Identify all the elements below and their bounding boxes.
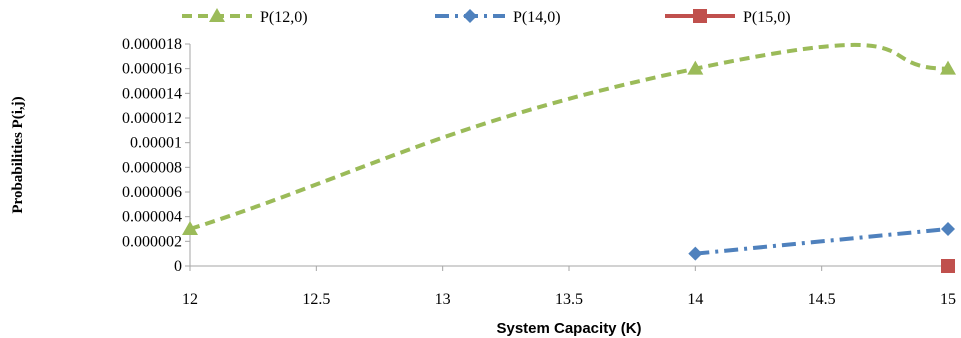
legend-label: P(12,0) xyxy=(260,9,308,26)
axes xyxy=(189,44,948,267)
legend-marker xyxy=(209,8,225,22)
legend-label: P(15,0) xyxy=(743,9,791,26)
legend-item: P(15,0) xyxy=(665,9,791,26)
legend-marker xyxy=(463,9,477,23)
data-point xyxy=(182,221,198,235)
x-tick-label: 13.5 xyxy=(555,291,583,308)
plot-area xyxy=(182,42,956,273)
y-tick-label: 0.000006 xyxy=(122,184,182,201)
series-p140 xyxy=(688,222,955,261)
legend-item: P(14,0) xyxy=(435,9,561,26)
x-tick-labels: 12 12.5 13 13.5 14 14.5 15 xyxy=(182,266,956,308)
y-tick-label: 0.000014 xyxy=(122,85,182,102)
data-point xyxy=(940,60,956,75)
x-tick-label: 15 xyxy=(940,291,956,308)
y-tick-labels: 0 0.000002 0.000004 0.000006 0.000008 0.00001… xyxy=(122,36,190,275)
y-tick-label: 0.00001 xyxy=(130,135,182,152)
series-line xyxy=(695,227,949,256)
data-point xyxy=(687,60,704,75)
legend: P(12,0) P(14,0) P(15,0) xyxy=(182,8,791,26)
y-tick-label: 0.000016 xyxy=(122,61,182,78)
legend-marker xyxy=(693,9,707,23)
y-axis-label: Probabilities P(i,j) xyxy=(10,96,26,213)
series-line xyxy=(189,42,949,231)
y-tick-label: 0.000012 xyxy=(122,110,182,127)
x-tick-label: 14.5 xyxy=(808,291,836,308)
x-tick-label: 12 xyxy=(182,291,198,308)
series-p120 xyxy=(182,42,956,235)
legend-item: P(12,0) xyxy=(182,8,308,26)
x-tick-label: 13 xyxy=(435,291,451,308)
y-tick-label: 0.000008 xyxy=(122,159,182,176)
x-axis-label: System Capacity (K) xyxy=(496,320,641,337)
y-tick-label: 0 xyxy=(174,258,182,275)
y-tick-label: 0.000018 xyxy=(122,36,182,53)
x-tick-label: 12.5 xyxy=(302,291,330,308)
data-point xyxy=(688,246,703,261)
data-point xyxy=(941,259,955,273)
series-p150 xyxy=(941,259,955,273)
y-tick-label: 0.000004 xyxy=(122,209,182,226)
x-tick-label: 14 xyxy=(687,291,703,308)
y-tick-label: 0.000002 xyxy=(122,233,182,250)
legend-label: P(14,0) xyxy=(513,9,561,26)
data-point xyxy=(941,222,955,236)
